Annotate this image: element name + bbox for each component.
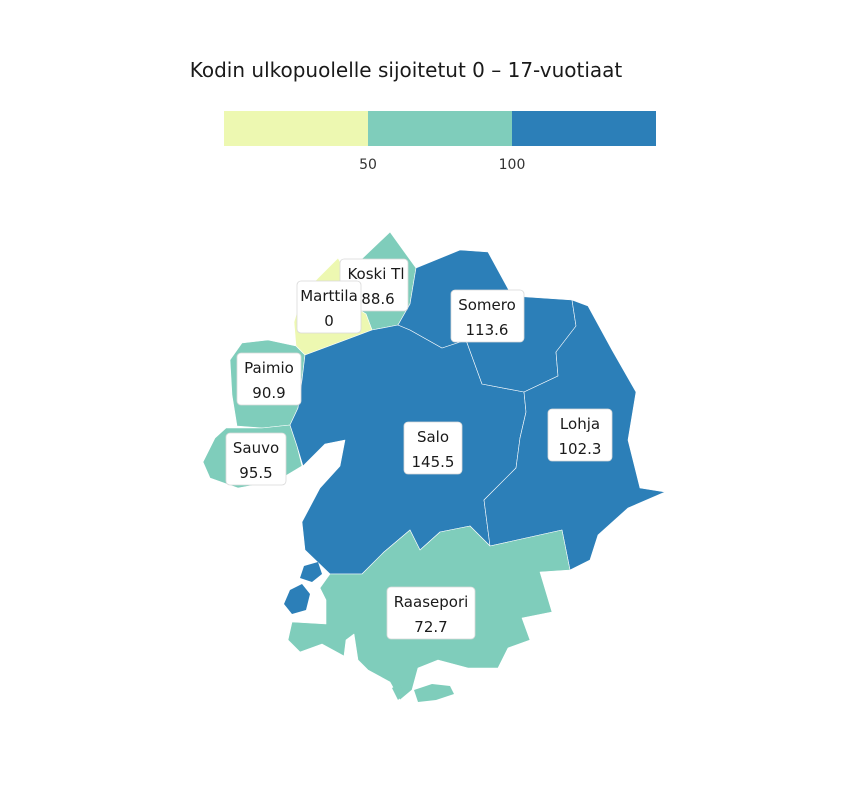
label-somero-value: 113.6: [466, 321, 509, 339]
island-north: [300, 562, 322, 582]
label-salo: Salo 145.5: [403, 421, 463, 475]
label-marttila-name: Marttila: [300, 287, 358, 305]
island-south: [284, 584, 310, 614]
label-lohja: Lohja 102.3: [547, 408, 613, 462]
label-koski-tl-name: Koski Tl: [347, 265, 404, 283]
label-paimio-name: Paimio: [244, 359, 294, 377]
label-marttila: Marttila 0: [296, 280, 362, 334]
legend-bin-low: [224, 111, 368, 146]
label-raasepori-name: Raasepori: [394, 593, 469, 611]
label-salo-name: Salo: [417, 428, 449, 446]
label-sauvo-name: Sauvo: [233, 439, 279, 457]
label-lohja-name: Lohja: [560, 415, 600, 433]
label-sauvo-value: 95.5: [239, 464, 272, 482]
label-koski-tl-value: 88.6: [361, 290, 394, 308]
label-lohja-value: 102.3: [559, 440, 602, 458]
legend-tick-100: 100: [499, 157, 526, 173]
label-marttila-value: 0: [324, 312, 334, 330]
color-legend: 50 100: [224, 111, 656, 173]
label-somero: Somero 113.6: [450, 289, 525, 343]
legend-tick-50: 50: [359, 157, 377, 173]
label-sauvo: Sauvo 95.5: [225, 432, 287, 486]
label-salo-value: 145.5: [412, 453, 455, 471]
label-paimio: Paimio 90.9: [236, 352, 302, 406]
map-title: Kodin ulkopuolelle sijoitetut 0 – 17-vuo…: [190, 58, 623, 82]
island-raasepori-south: [414, 684, 454, 702]
island-raasepori-southwest: [392, 684, 404, 700]
label-raasepori: Raasepori 72.7: [386, 586, 476, 640]
legend-bin-mid: [368, 111, 512, 146]
legend-bin-high: [512, 111, 656, 146]
region-labels: Koski Tl 88.6 Marttila 0 Somero 113.6 Pa…: [225, 258, 613, 640]
label-paimio-value: 90.9: [252, 384, 285, 402]
label-somero-name: Somero: [458, 296, 516, 314]
label-raasepori-value: 72.7: [414, 618, 447, 636]
